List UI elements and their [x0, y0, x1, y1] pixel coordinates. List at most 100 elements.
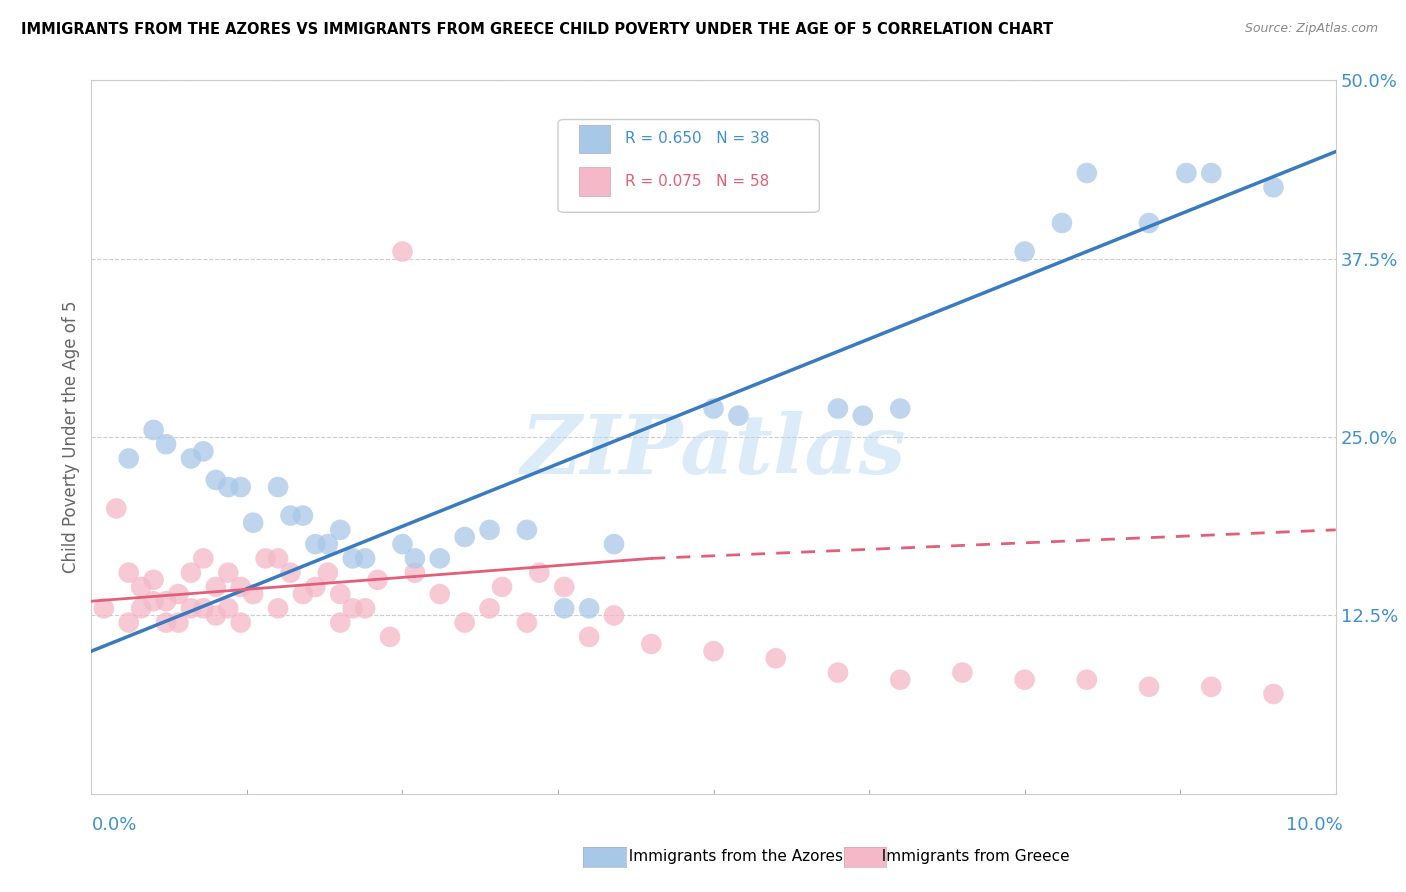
Point — [267, 551, 290, 566]
Text: 10.0%: 10.0% — [1286, 816, 1343, 834]
Point — [142, 594, 165, 608]
Point — [280, 566, 302, 580]
Point — [118, 451, 141, 466]
Point — [516, 615, 538, 630]
Point — [342, 601, 364, 615]
Point — [316, 566, 339, 580]
Point — [205, 473, 228, 487]
Point — [155, 615, 177, 630]
Point — [578, 630, 600, 644]
Text: Source: ZipAtlas.com: Source: ZipAtlas.com — [1244, 22, 1378, 36]
Point — [242, 587, 264, 601]
Point — [578, 601, 600, 615]
Point — [391, 244, 413, 259]
Point — [280, 508, 302, 523]
Point — [118, 566, 141, 580]
Point — [1076, 673, 1098, 687]
Y-axis label: Child Poverty Under the Age of 5: Child Poverty Under the Age of 5 — [62, 301, 80, 574]
Point — [93, 601, 115, 615]
Point — [193, 444, 215, 458]
Point — [1175, 166, 1198, 180]
Point — [640, 637, 662, 651]
Point — [180, 566, 202, 580]
Point — [478, 523, 501, 537]
Point — [229, 580, 252, 594]
Point — [491, 580, 513, 594]
Point — [950, 665, 973, 680]
Point — [304, 580, 326, 594]
Point — [429, 551, 451, 566]
Point — [765, 651, 787, 665]
Point — [889, 673, 911, 687]
Point — [354, 551, 377, 566]
Point — [378, 630, 401, 644]
Point — [229, 615, 252, 630]
Point — [205, 608, 228, 623]
Point — [529, 566, 551, 580]
Point — [118, 615, 141, 630]
Point — [180, 601, 202, 615]
Point — [155, 594, 177, 608]
Point — [1137, 680, 1160, 694]
Point — [1014, 244, 1036, 259]
Point — [453, 615, 475, 630]
Text: Immigrants from Greece: Immigrants from Greece — [872, 849, 1070, 863]
Point — [516, 523, 538, 537]
Point — [478, 601, 501, 615]
Point — [603, 608, 626, 623]
Point — [1263, 687, 1285, 701]
Point — [316, 537, 339, 551]
Point — [267, 480, 290, 494]
Point — [404, 566, 426, 580]
Point — [329, 587, 352, 601]
Text: R = 0.075   N = 58: R = 0.075 N = 58 — [626, 174, 769, 189]
Point — [553, 580, 575, 594]
Point — [142, 423, 165, 437]
Point — [193, 601, 215, 615]
Point — [304, 537, 326, 551]
Point — [229, 480, 252, 494]
Point — [217, 601, 239, 615]
Point — [852, 409, 875, 423]
Point — [142, 573, 165, 587]
Text: Immigrants from the Azores: Immigrants from the Azores — [619, 849, 842, 863]
Point — [217, 480, 239, 494]
Point — [291, 508, 314, 523]
Point — [1076, 166, 1098, 180]
Point — [702, 401, 725, 416]
Text: 0.0%: 0.0% — [91, 816, 136, 834]
Point — [553, 601, 575, 615]
Point — [727, 409, 749, 423]
Point — [329, 615, 352, 630]
Point — [129, 601, 152, 615]
Point — [354, 601, 377, 615]
Point — [827, 665, 849, 680]
Point — [367, 573, 389, 587]
Point — [217, 566, 239, 580]
FancyBboxPatch shape — [579, 125, 610, 153]
Point — [1263, 180, 1285, 194]
Point — [329, 523, 352, 537]
Point — [129, 580, 152, 594]
Point — [291, 587, 314, 601]
Point — [105, 501, 128, 516]
Point — [167, 587, 190, 601]
Point — [193, 551, 215, 566]
Point — [391, 537, 413, 551]
FancyBboxPatch shape — [558, 120, 820, 212]
Point — [167, 615, 190, 630]
Point — [155, 437, 177, 451]
Point — [205, 580, 228, 594]
Point — [827, 401, 849, 416]
Point — [702, 644, 725, 658]
Text: IMMIGRANTS FROM THE AZORES VS IMMIGRANTS FROM GREECE CHILD POVERTY UNDER THE AGE: IMMIGRANTS FROM THE AZORES VS IMMIGRANTS… — [21, 22, 1053, 37]
Point — [889, 401, 911, 416]
Point — [1137, 216, 1160, 230]
Point — [453, 530, 475, 544]
Point — [603, 537, 626, 551]
Point — [180, 451, 202, 466]
Point — [404, 551, 426, 566]
Point — [1014, 673, 1036, 687]
Point — [1201, 166, 1223, 180]
Text: R = 0.650   N = 38: R = 0.650 N = 38 — [626, 131, 769, 146]
